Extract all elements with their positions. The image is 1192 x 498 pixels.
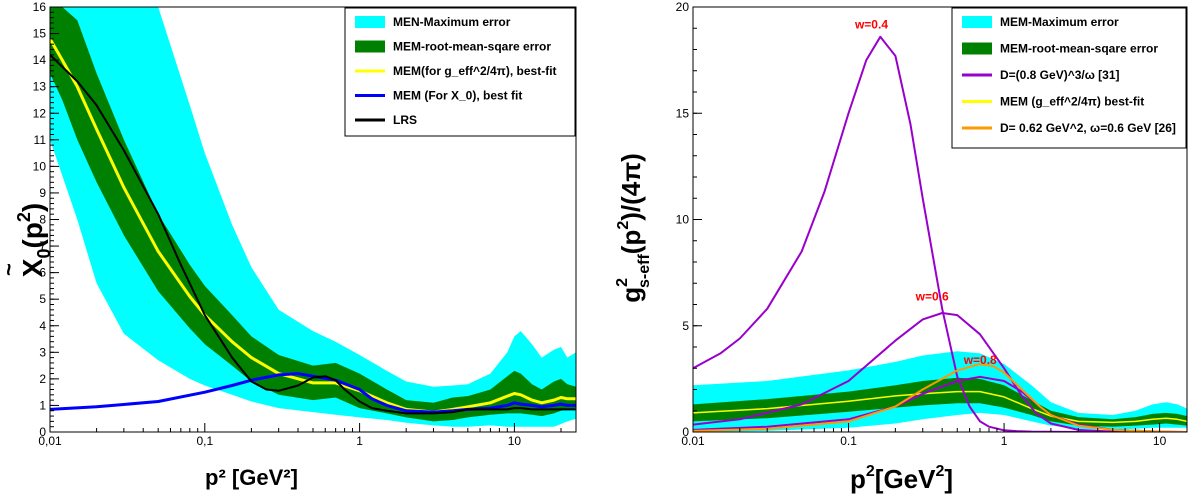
right-x-axis: 0.01 0.1 1 10 [681, 423, 1167, 448]
legend-label: MEM (g_eff^2/4π) best-fit [1000, 95, 1144, 109]
legend-label: D=(0.8 GeV)^3/ω [31] [1000, 68, 1120, 82]
y-tick-label: 16 [33, 0, 47, 14]
x-tick-label: 10 [1153, 434, 1167, 448]
mem-root-mean-sqare-error-band [50, 7, 576, 422]
legend-swatch [355, 40, 385, 53]
d-0-8-gev-3-31-w-0-6-line [693, 312, 1187, 432]
curve-annotation: w=0.6 [915, 289, 949, 303]
y-tick-label: 13 [33, 80, 47, 94]
y-tick-label: 5 [39, 292, 46, 306]
x-tick-label: 0.1 [840, 434, 857, 448]
y-tick-label: 14 [33, 53, 47, 67]
legend-box [951, 7, 1187, 149]
curve-annotation: w=0.8 [963, 353, 997, 367]
right-bands [693, 351, 1187, 432]
legend-label: MEM-root-mean-sqare error [393, 40, 551, 54]
y-tick-label: 8 [39, 213, 46, 227]
legend-label: MEM(for g_eff^2/4π), best-fit [393, 64, 557, 78]
left-y-axis-label: X0(p2) ~ [0, 203, 54, 277]
mem-root-mean-sqare-error-band [693, 377, 1187, 427]
right-legend: MEM-Maximum error MEM-root-mean-sqare err… [951, 7, 1187, 149]
x-tick-label: 0.01 [681, 434, 705, 448]
mem-for-g-eff-2-4-best-fit-line [50, 38, 576, 414]
y-tick-label: 1 [39, 398, 46, 412]
legend-label: D= 0.62 GeV^2, ω=0.6 GeV [26] [1000, 121, 1176, 135]
d-0-62-gev-2-0-6-gev-26-line [693, 363, 1187, 432]
legend-label: MEM (For X_0), best fit [393, 89, 522, 103]
y-tick-label: 12 [33, 106, 47, 120]
mem-for-x-0-best-fit-line [50, 372, 576, 414]
y-tick-label: 10 [676, 213, 690, 227]
legend-label: LRS [393, 113, 417, 127]
legend-label: MEN-Maximum error [393, 15, 511, 29]
svg-text:g2s-eff(p2)/(4π): g2 s-eff(p2)/(4π) [614, 153, 653, 303]
right-x-axis-label: p2[GeV2] [850, 463, 953, 494]
curve-annotation: w=0.4 [854, 17, 888, 31]
y-tick-label: 5 [682, 319, 689, 333]
right-y-axis: 0 5 10 15 20 [676, 0, 702, 439]
y-tick-label: 7 [39, 239, 46, 253]
svg-text:X0(p2): X0(p2) [14, 203, 54, 277]
men-maximum-error-band [50, 7, 576, 427]
legend-label: MEM-root-mean-sqare error [1000, 42, 1158, 56]
x-tick-label: 10 [508, 434, 522, 448]
y-tick-label: 2 [39, 372, 46, 386]
y-tick-label: 15 [676, 106, 690, 120]
right-annotations: w=0.4 w=0.6 w=0.8 [854, 17, 997, 367]
left-series [50, 38, 576, 415]
x-tick-label: 1 [356, 434, 363, 448]
y-tick-label: 6 [39, 266, 46, 280]
left-bands [50, 7, 576, 427]
y-tick-label: 0 [39, 425, 46, 439]
left-x-axis-label: p² [GeV²] [205, 465, 298, 490]
legend-swatch [962, 42, 992, 55]
y-tick-label: 10 [33, 159, 47, 173]
y-tick-label: 4 [39, 319, 46, 333]
lrs-line [50, 54, 576, 415]
x-tick-label: 1 [1001, 434, 1008, 448]
left-x-axis: 0,01 0,1 1 10 [38, 423, 562, 448]
legend-swatch [355, 16, 385, 28]
chart-right: 0.01 0.1 1 10 0 5 10 15 20 w=0.4 w=0.6 w=0.8 MEM-… [614, 0, 1188, 494]
legend-swatch [962, 16, 992, 28]
x-tick-label: 0,1 [196, 434, 213, 448]
y-tick-label: 11 [34, 133, 47, 147]
y-tick-label: 3 [39, 345, 46, 359]
y-tick-label: 20 [676, 0, 690, 14]
y-tick-label: 15 [33, 27, 47, 41]
y-tick-label: 0 [682, 425, 689, 439]
right-y-axis-label: g2 s-eff(p2)/(4π) [614, 153, 653, 303]
legend-label: MEM-Maximum error [1000, 15, 1119, 29]
left-legend: MEN-Maximum error MEM-root-mean-sqare err… [344, 7, 576, 137]
x-tick-label: 0,01 [38, 434, 62, 448]
y-tick-label: 9 [39, 186, 46, 200]
svg-text:~: ~ [0, 263, 21, 276]
